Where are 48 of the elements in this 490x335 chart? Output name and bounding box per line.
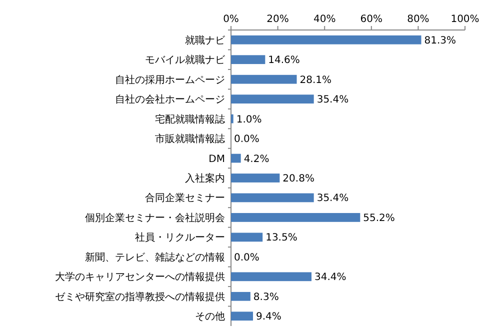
bar [231, 55, 266, 64]
y-tick-label: 自社の会社ホームページ [115, 94, 225, 106]
y-tick-label: 合同企業セミナー [145, 192, 225, 204]
y-tick-label: 宅配就職情報誌 [155, 113, 225, 126]
bar [231, 232, 263, 242]
data-label: 35.4% [316, 193, 349, 204]
x-tick-label: 20% [266, 14, 289, 25]
y-tick-label: 入社案内 [185, 172, 225, 184]
y-tick-label: 就職ナビ [185, 34, 226, 46]
bar [231, 292, 250, 301]
y-tick-label: DM [208, 154, 225, 165]
y-tick-label: 社員・リクルーター [135, 232, 225, 244]
y-tick-label: 大学のキャリアセンターへの情報提供 [55, 271, 225, 284]
data-label: 4.2% [244, 154, 270, 165]
data-label: 34.4% [314, 272, 346, 284]
bar [231, 35, 422, 44]
x-tick-label: 80% [407, 14, 430, 25]
x-tick-label: 60% [360, 14, 383, 25]
data-label: 13.5% [266, 232, 298, 244]
data-label: 0.0% [234, 134, 260, 146]
bar [231, 193, 314, 202]
bar [231, 154, 241, 163]
data-label: 81.3% [424, 35, 456, 46]
y-tick-label: 個別企業セミナー・会社説明会 [85, 212, 225, 224]
x-tick-label: 40% [313, 14, 336, 25]
data-label: 14.6% [268, 55, 300, 66]
data-label: 35.4% [316, 94, 349, 106]
bar [231, 174, 280, 182]
y-tick-label: ゼミや研究室の指導教授への情報提供 [55, 290, 225, 303]
data-label: 1.0% [236, 114, 262, 126]
bar [231, 74, 297, 84]
data-label: 0.0% [234, 252, 260, 264]
data-label: 55.2% [363, 212, 395, 224]
x-tick-label: 0% [223, 14, 239, 25]
y-tick-label: その他 [195, 310, 225, 323]
bar [231, 272, 312, 282]
bar [231, 213, 360, 222]
data-label: 8.3% [253, 292, 279, 303]
data-label: 9.4% [256, 312, 282, 323]
y-tick-label: モバイル就職ナビ [145, 54, 226, 66]
bar [231, 94, 314, 104]
y-tick-label: 新聞、テレビ、雑誌などの情報 [85, 251, 225, 264]
data-label: 28.1% [300, 74, 332, 86]
data-label: 20.8% [282, 174, 314, 184]
x-tick-label: 100% [450, 14, 480, 25]
y-tick-label: 自社の採用ホームページ [115, 74, 225, 86]
y-tick-label: 市販就職情報誌 [155, 133, 225, 146]
bar [231, 312, 253, 321]
